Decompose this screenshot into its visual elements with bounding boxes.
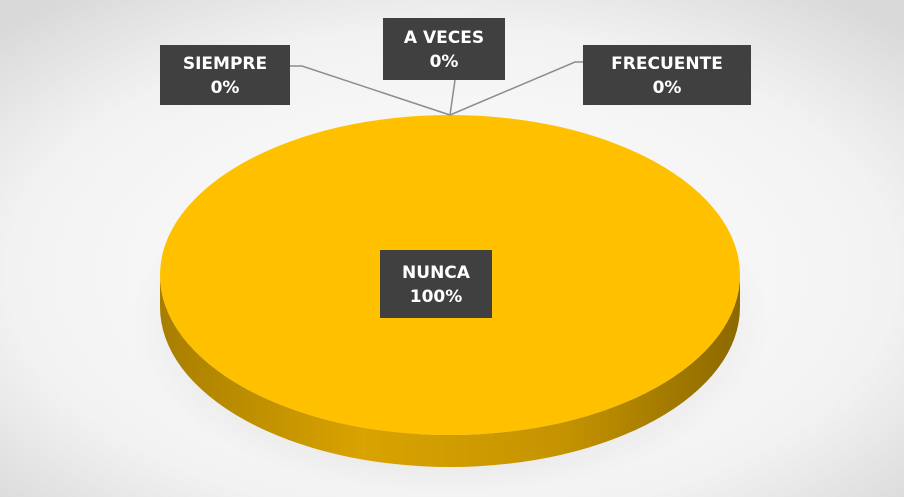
data-label: A VECES 0% [404, 28, 484, 72]
value-label: 0% [653, 78, 682, 98]
leader-line [449, 79, 456, 116]
label-box [583, 45, 751, 105]
value-label: 0% [430, 52, 459, 72]
data-label: SIEMPRE 0% [183, 54, 267, 98]
category-label: A VECES [404, 28, 484, 48]
pie-side [160, 275, 740, 467]
label-box [383, 18, 505, 80]
data-label: NUNCA 100% [402, 263, 471, 307]
leader-line [290, 65, 451, 116]
leader-line [449, 61, 583, 116]
data-label: FRECUENTE 0% [611, 54, 723, 98]
label-box [160, 45, 290, 105]
labels: SIEMPRE 0% A VECES 0% FRECUENTE 0% NUNCA 100% [160, 18, 751, 318]
value-label: 0% [211, 78, 240, 98]
category-label: NUNCA [402, 263, 471, 283]
category-label: SIEMPRE [183, 54, 267, 74]
label-box [380, 250, 492, 318]
value-label: 100% [410, 287, 463, 307]
category-label: FRECUENTE [611, 54, 723, 74]
